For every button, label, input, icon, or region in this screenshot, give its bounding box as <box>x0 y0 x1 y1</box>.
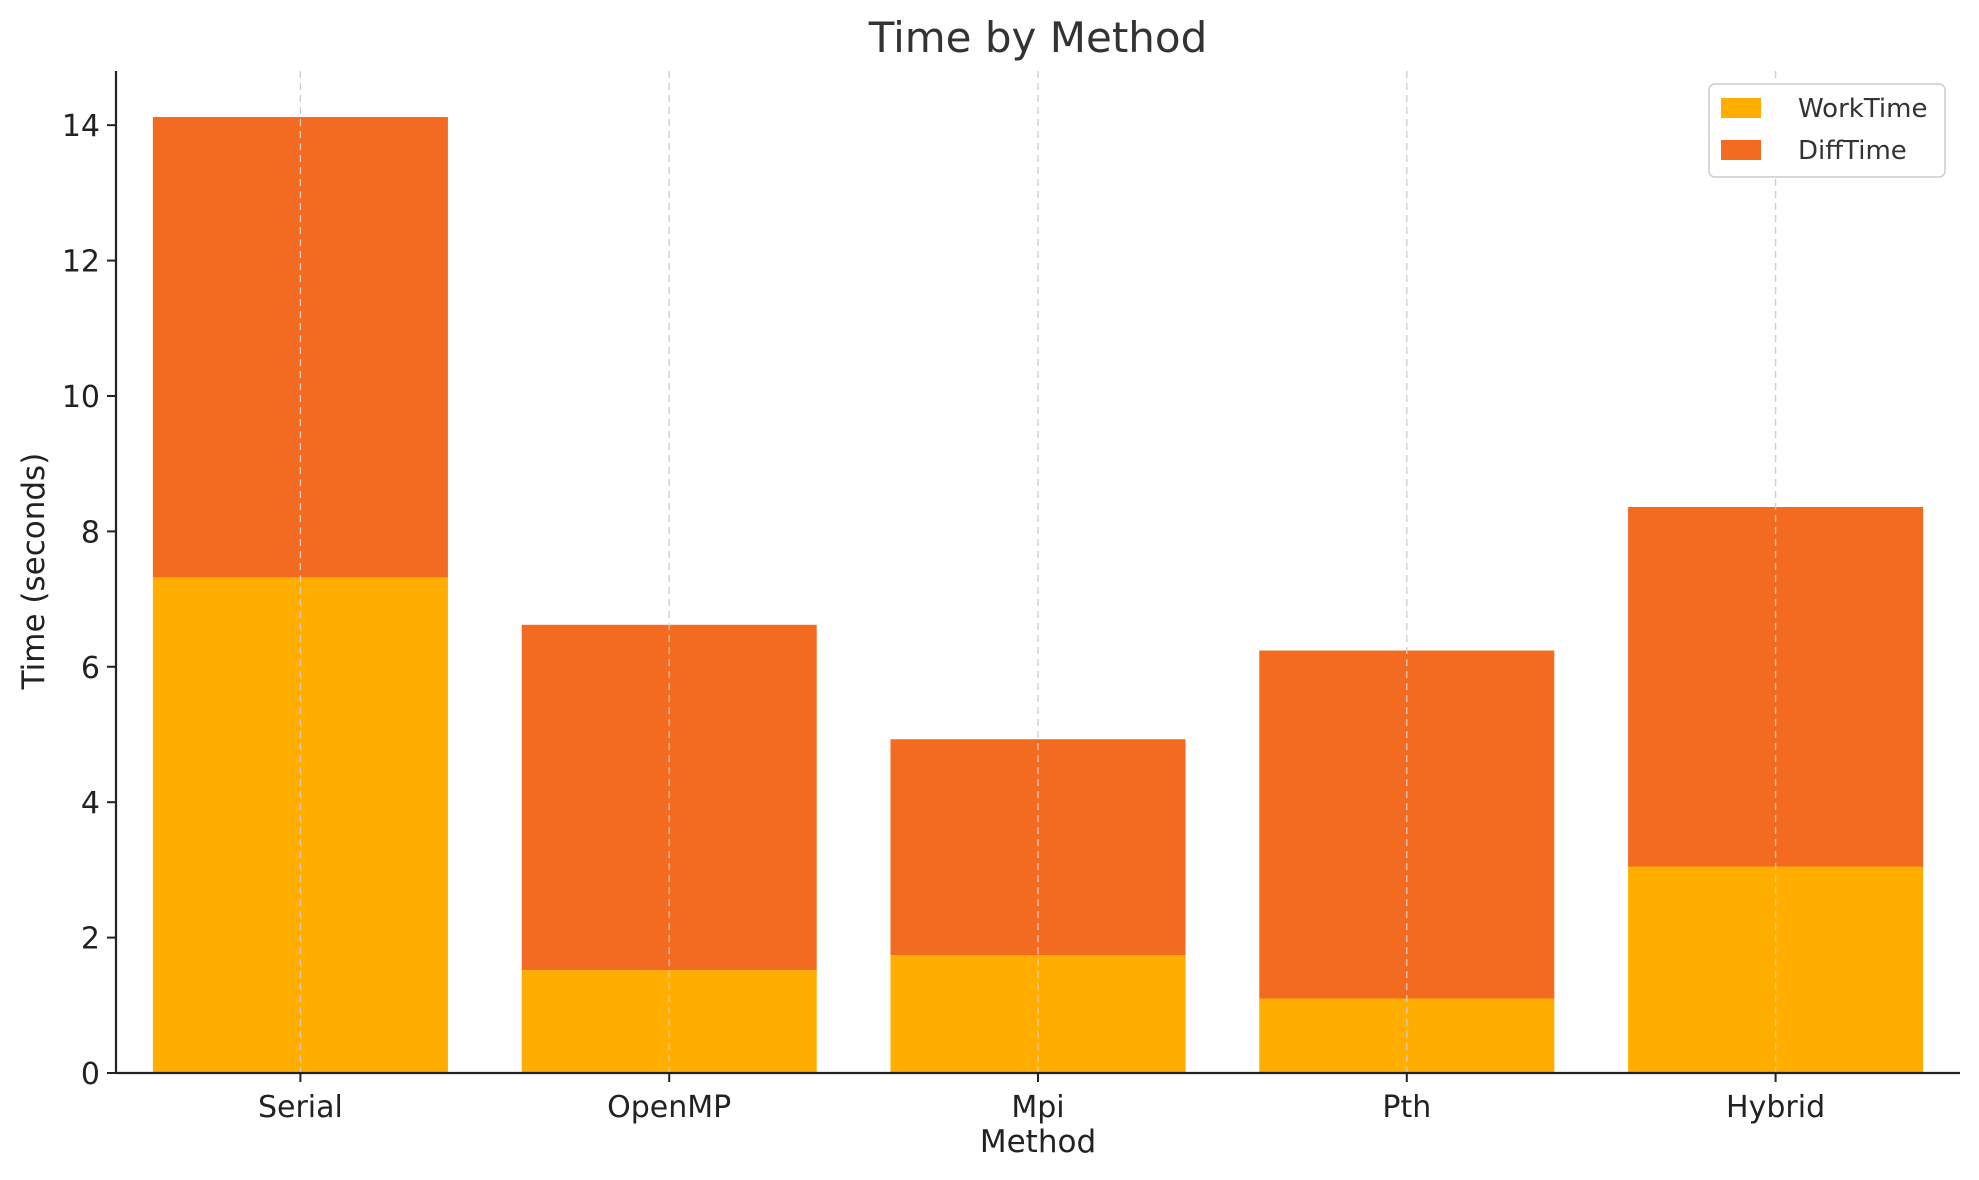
x-axis-ticks: Serial OpenMP Mpi Pth Hybrid <box>258 1073 1825 1125</box>
y-tick-label-2: 2 <box>81 922 100 957</box>
legend: WorkTime DiffTime <box>1708 83 1946 178</box>
y-tick-label-0: 0 <box>81 1057 100 1092</box>
x-tick-label-pth: Pth <box>1382 1090 1431 1125</box>
x-axis-label: Method <box>980 1124 1096 1160</box>
y-tick-label-4: 4 <box>81 786 100 821</box>
y-tick-label-6: 6 <box>81 651 100 686</box>
x-tick-label-serial: Serial <box>258 1090 343 1125</box>
chart-title: Time by Method <box>868 13 1208 62</box>
x-tick-label-hybrid: Hybrid <box>1726 1090 1825 1125</box>
y-tick-label-12: 12 <box>62 245 100 280</box>
y-tick-label-8: 8 <box>81 515 100 550</box>
x-gridlines-front <box>299 71 1777 1073</box>
legend-box <box>1708 83 1946 178</box>
y-tick-label-14: 14 <box>62 109 100 144</box>
bar-pth-difftime <box>1259 650 1555 999</box>
bar-hybrid-worktime <box>1628 866 1924 1073</box>
x-tick-label-mpi: Mpi <box>1011 1090 1064 1125</box>
legend-label-worktime: WorkTime <box>1798 94 1927 124</box>
y-tick-label-10: 10 <box>62 380 100 415</box>
bar-mpi-difftime <box>890 739 1186 956</box>
legend-swatch-worktime <box>1721 98 1761 118</box>
legend-swatch-difftime <box>1721 140 1761 160</box>
y-axis-ticks: 0 2 4 6 8 10 12 14 <box>62 109 116 1092</box>
y-axis-label: Time (seconds) <box>16 453 52 691</box>
legend-label-difftime: DiffTime <box>1798 136 1907 166</box>
x-tick-label-openmp: OpenMP <box>607 1090 731 1125</box>
